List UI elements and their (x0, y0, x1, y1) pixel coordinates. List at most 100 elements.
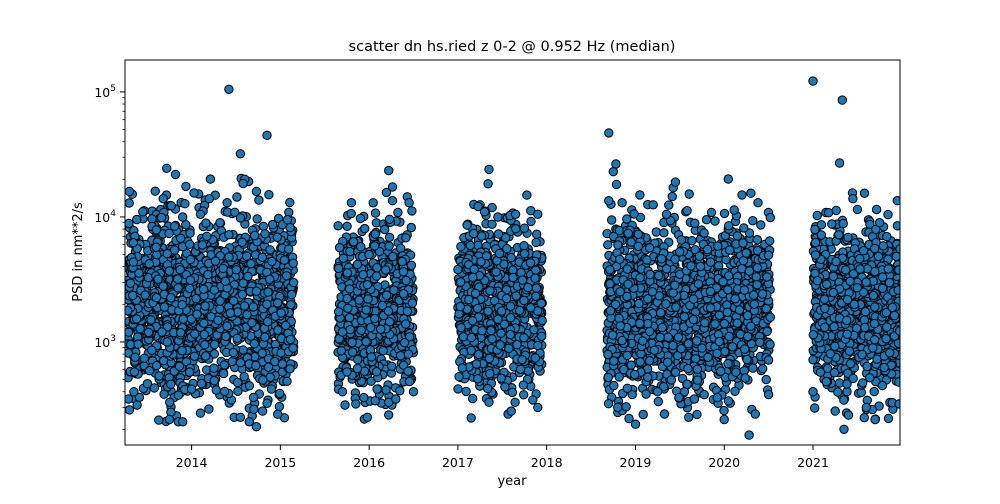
data-point (407, 298, 418, 308)
data-point (477, 326, 487, 336)
data-point (203, 269, 213, 280)
data-point (690, 218, 700, 228)
data-point (719, 405, 729, 416)
data-point (352, 363, 363, 374)
data-point (260, 229, 270, 239)
data-point (674, 392, 684, 403)
data-point (170, 169, 181, 180)
data-point (507, 387, 518, 398)
data-point (472, 303, 483, 314)
data-point (692, 375, 703, 385)
data-point (270, 356, 280, 367)
data-point (340, 400, 350, 410)
data-point (389, 285, 399, 295)
data-point (714, 336, 724, 347)
data-point (218, 263, 228, 274)
data-point (366, 322, 376, 333)
data-point (629, 209, 639, 219)
data-point (129, 367, 140, 377)
data-point (370, 208, 381, 218)
data-point (483, 383, 493, 394)
data-point (204, 404, 214, 414)
data-point (515, 305, 525, 316)
data-point (371, 367, 382, 377)
data-point (676, 235, 686, 245)
data-point (159, 302, 170, 312)
data-point (372, 384, 382, 394)
data-point (485, 369, 495, 379)
data-point (370, 313, 380, 324)
data-point (467, 316, 478, 326)
data-point (387, 196, 398, 206)
data-point (664, 200, 674, 210)
data-point (525, 258, 536, 268)
data-point (530, 273, 540, 283)
data-point (248, 302, 259, 312)
data-point (667, 191, 677, 202)
data-point (683, 339, 694, 349)
data-point (254, 195, 264, 205)
data-point (487, 219, 497, 230)
data-point (519, 249, 530, 259)
data-point (682, 379, 692, 389)
data-point (615, 321, 625, 331)
data-point (746, 321, 756, 331)
data-point (675, 247, 685, 257)
data-point (661, 299, 671, 309)
data-point (199, 329, 210, 340)
data-point (468, 228, 479, 239)
data-point (342, 367, 352, 377)
data-point (285, 222, 295, 233)
data-point (668, 288, 678, 298)
data-point (398, 289, 409, 299)
data-point (177, 300, 187, 310)
data-point (397, 256, 407, 267)
data-point (607, 215, 617, 225)
data-point (614, 313, 624, 324)
data-point (724, 331, 734, 342)
data-point (676, 344, 686, 354)
data-point (731, 367, 741, 377)
data-point (264, 190, 274, 200)
data-point (692, 364, 703, 374)
data-point (154, 371, 164, 381)
data-point (663, 332, 673, 342)
data-point (359, 392, 369, 403)
data-point (281, 271, 292, 281)
data-point (473, 349, 484, 360)
data-point (285, 334, 296, 345)
data-point (693, 279, 704, 289)
data-point (125, 218, 134, 229)
data-point (741, 248, 751, 258)
data-point (198, 284, 209, 294)
data-point (144, 259, 155, 269)
data-point (345, 284, 355, 294)
data-point (657, 322, 667, 333)
data-point (531, 237, 541, 248)
data-point (162, 337, 173, 347)
data-point (609, 380, 619, 391)
data-point (510, 397, 520, 407)
data-point (154, 415, 164, 425)
data-point (353, 354, 363, 365)
data-point (697, 343, 707, 353)
data-point (623, 279, 633, 289)
data-point (125, 327, 134, 337)
data-point (402, 306, 413, 316)
data-point (277, 359, 288, 369)
data-point (531, 291, 541, 301)
data-point (645, 269, 655, 280)
data-point (242, 251, 252, 261)
data-point (135, 324, 145, 334)
data-point (337, 327, 348, 337)
data-point (635, 318, 645, 329)
data-point (761, 374, 771, 385)
data-point (670, 367, 681, 377)
data-point (496, 306, 507, 316)
data-point (486, 325, 496, 336)
data-point (748, 216, 758, 226)
data-point (762, 326, 772, 337)
data-point (765, 312, 775, 322)
data-point (384, 241, 394, 251)
data-point (752, 235, 762, 245)
